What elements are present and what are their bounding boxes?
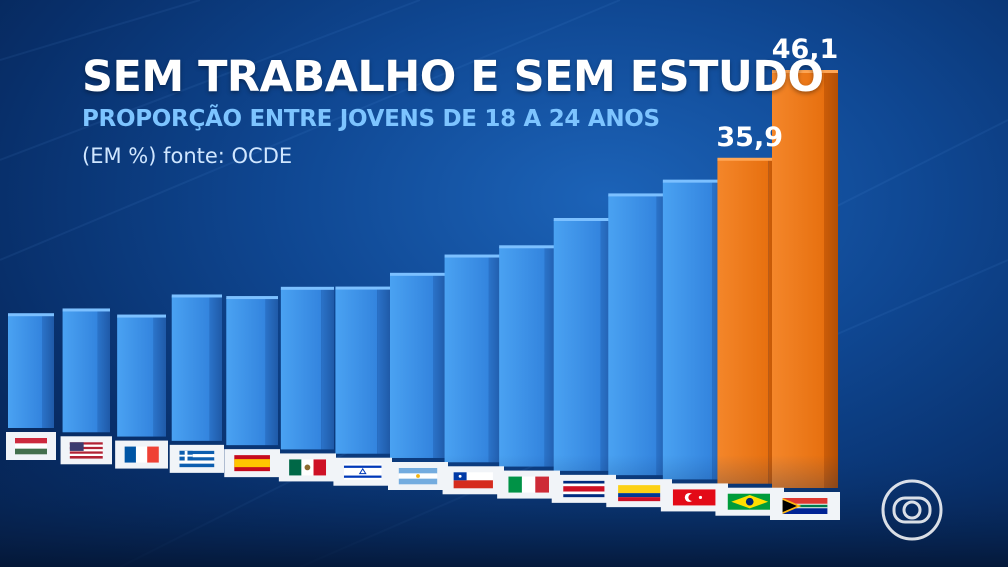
bar-top-edge — [171, 294, 222, 298]
bar-estados-unidos — [62, 308, 110, 433]
bg-line — [0, 0, 621, 261]
bar-costa-rica — [553, 217, 614, 471]
bar-side — [153, 316, 166, 437]
bar-side — [265, 298, 278, 446]
mexico-flag — [278, 453, 336, 482]
bar-top-edge — [499, 245, 558, 249]
bar-top-edge — [444, 254, 502, 258]
bar-front — [499, 247, 545, 467]
usa-flag — [60, 436, 112, 465]
bg-line — [0, 0, 201, 61]
bar-top-edge — [772, 70, 838, 73]
bar-top-edge — [62, 308, 110, 312]
bar-top-edge — [280, 286, 334, 290]
bar-méxico — [280, 286, 334, 450]
argentina-flag — [388, 462, 448, 490]
bar-front — [390, 274, 433, 458]
bar-top-edge — [226, 296, 278, 300]
bar-top-edge — [717, 157, 782, 161]
title-block: SEM TRABALHO E SEM ESTUDO PROPORÇÃO ENTR… — [82, 52, 824, 168]
bar-turquia — [662, 179, 726, 480]
bar-front — [226, 298, 266, 446]
bar-side — [488, 256, 502, 463]
bar-side — [42, 315, 54, 428]
bar-chile — [444, 254, 502, 463]
bar-top-edge — [662, 179, 726, 183]
bar-front — [717, 159, 769, 484]
bar-front — [662, 181, 713, 480]
bar-espanha — [226, 296, 278, 446]
bar-side — [97, 310, 110, 433]
data-label-13: 35,9 — [716, 122, 783, 153]
flags-group — [6, 432, 840, 520]
hungary-flag — [6, 432, 56, 460]
bar-front — [772, 72, 824, 488]
bar-argentina — [390, 272, 446, 458]
data-labels-group: 35,9 46,1 — [716, 34, 838, 153]
bar-top-edge — [553, 217, 614, 221]
bar-hungria — [8, 313, 54, 428]
bar-itália — [499, 245, 558, 467]
bar-side — [433, 274, 446, 458]
bar-front — [280, 288, 322, 450]
chart-subtitle: PROPORÇÃO ENTRE JOVENS DE 18 A 24 ANOS — [82, 106, 660, 132]
italy-flag — [497, 470, 560, 499]
bar-frança — [117, 314, 166, 437]
bar-front — [444, 256, 489, 463]
bar-front — [171, 296, 210, 441]
israel-flag — [333, 457, 392, 486]
bar-israel — [335, 286, 390, 454]
bar-front — [335, 288, 378, 454]
data-label-14: 46,1 — [772, 34, 839, 65]
bar-front — [8, 315, 42, 428]
south-africa-flag — [770, 492, 840, 520]
greece-flag — [169, 444, 224, 473]
bar-side — [377, 288, 390, 454]
bar-side — [824, 72, 838, 488]
bars-group — [8, 70, 838, 488]
bar-áfrica-do-sul — [772, 70, 838, 488]
bar-side — [209, 296, 222, 441]
globo-logo-icon — [881, 479, 943, 541]
chart-title: SEM TRABALHO E SEM ESTUDO — [82, 52, 824, 102]
france-flag — [115, 440, 168, 469]
bar-top-edge — [390, 272, 446, 276]
bar-front — [62, 310, 98, 433]
bar-front — [553, 219, 601, 471]
bar-top-edge — [335, 286, 390, 290]
bar-grécia — [171, 294, 222, 441]
bar-side — [321, 288, 334, 450]
bar-top-edge — [608, 193, 670, 197]
bar-front — [117, 316, 154, 437]
bar-front — [608, 195, 657, 476]
bar-top-edge — [8, 313, 54, 317]
unit-source-note: (EM %) fonte: OCDE — [82, 144, 293, 168]
costa-rica-flag — [551, 474, 616, 503]
bar-colômbia — [608, 193, 670, 476]
bg-line — [0, 0, 421, 161]
bar-top-edge — [117, 314, 166, 318]
spain-flag — [224, 449, 280, 478]
chile-flag — [442, 466, 504, 495]
